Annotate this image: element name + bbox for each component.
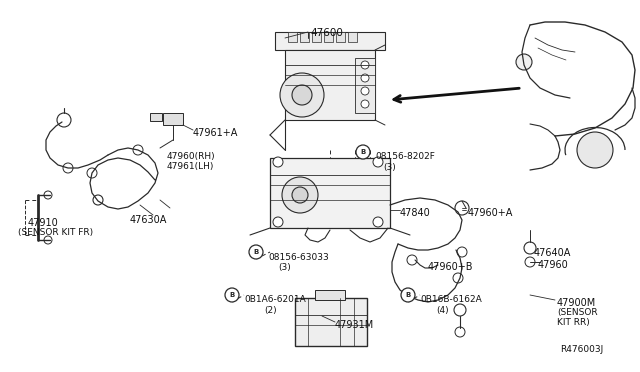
Circle shape xyxy=(63,163,73,173)
Bar xyxy=(336,32,345,42)
Circle shape xyxy=(516,54,532,70)
Bar xyxy=(315,290,345,300)
Circle shape xyxy=(373,157,383,167)
Circle shape xyxy=(361,87,369,95)
Bar xyxy=(295,298,367,346)
Text: (4): (4) xyxy=(436,306,449,315)
Circle shape xyxy=(407,255,417,265)
Circle shape xyxy=(457,247,467,257)
Circle shape xyxy=(133,145,143,155)
Text: 47910: 47910 xyxy=(28,218,59,228)
Text: B: B xyxy=(405,292,411,298)
Bar xyxy=(163,113,183,125)
Text: (SENSOR: (SENSOR xyxy=(557,308,598,317)
Circle shape xyxy=(282,177,318,213)
Bar xyxy=(300,32,309,42)
Text: 47600: 47600 xyxy=(310,28,343,38)
Circle shape xyxy=(577,132,613,168)
Text: (3): (3) xyxy=(278,263,291,272)
Circle shape xyxy=(454,304,466,316)
Text: 47960(RH)
47961(LH): 47960(RH) 47961(LH) xyxy=(167,152,216,171)
Circle shape xyxy=(373,217,383,227)
Text: B: B xyxy=(229,292,235,298)
Text: B: B xyxy=(360,149,365,155)
Circle shape xyxy=(525,257,535,267)
Text: 08156-8202F: 08156-8202F xyxy=(375,152,435,161)
Circle shape xyxy=(453,273,463,283)
Circle shape xyxy=(225,288,239,302)
Text: KIT RR): KIT RR) xyxy=(557,318,589,327)
Circle shape xyxy=(292,187,308,203)
Text: 47640A: 47640A xyxy=(534,248,572,258)
Circle shape xyxy=(292,85,312,105)
Text: 47960: 47960 xyxy=(538,260,569,270)
Circle shape xyxy=(455,201,469,215)
Bar xyxy=(288,32,297,42)
Text: (SENSOR KIT FR): (SENSOR KIT FR) xyxy=(18,228,93,237)
Circle shape xyxy=(361,100,369,108)
Bar xyxy=(270,158,390,228)
Bar xyxy=(355,58,375,113)
Text: 47960+B: 47960+B xyxy=(428,262,474,272)
Circle shape xyxy=(273,157,283,167)
Circle shape xyxy=(524,242,536,254)
Bar xyxy=(324,32,333,42)
Bar xyxy=(312,32,321,42)
Bar xyxy=(348,32,357,42)
Circle shape xyxy=(249,245,263,259)
Circle shape xyxy=(57,113,71,127)
Text: 47961+A: 47961+A xyxy=(193,128,238,138)
Text: (2): (2) xyxy=(264,306,276,315)
Text: 47960+A: 47960+A xyxy=(468,208,513,218)
Text: (3): (3) xyxy=(383,163,396,172)
Text: 08156-63033: 08156-63033 xyxy=(268,253,329,262)
Circle shape xyxy=(280,73,324,117)
Text: 47840: 47840 xyxy=(400,208,431,218)
Text: 0B16B-6162A: 0B16B-6162A xyxy=(420,295,482,304)
Circle shape xyxy=(361,61,369,69)
Text: 0B1A6-6201A: 0B1A6-6201A xyxy=(244,295,306,304)
Circle shape xyxy=(273,217,283,227)
Bar xyxy=(275,32,385,50)
Text: 47630A: 47630A xyxy=(130,215,168,225)
Bar xyxy=(285,50,375,120)
Bar xyxy=(150,113,162,121)
Circle shape xyxy=(87,168,97,178)
Circle shape xyxy=(455,327,465,337)
Text: 47931M: 47931M xyxy=(335,320,374,330)
Circle shape xyxy=(356,145,370,159)
Circle shape xyxy=(361,74,369,82)
Circle shape xyxy=(44,236,52,244)
Text: R476003J: R476003J xyxy=(560,345,604,354)
Circle shape xyxy=(44,191,52,199)
Text: 47900M: 47900M xyxy=(557,298,596,308)
Circle shape xyxy=(401,288,415,302)
Circle shape xyxy=(93,195,103,205)
Text: B: B xyxy=(253,249,259,255)
